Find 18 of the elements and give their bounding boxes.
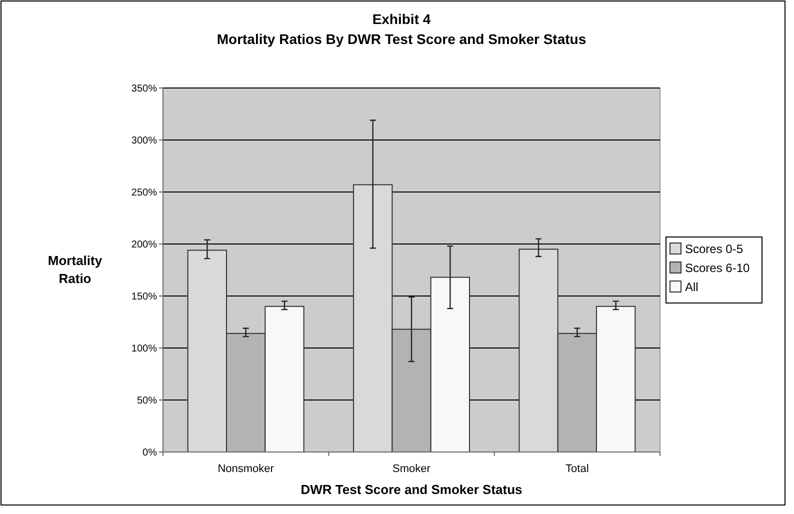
y-axis-title: Mortality Ratio (48, 253, 103, 286)
chart-subtitle: Mortality Ratios By DWR Test Score and Smoker Status (216, 31, 586, 47)
legend-label: All (685, 280, 698, 294)
legend-label: Scores 0-5 (685, 242, 744, 256)
y-tick-label: 150% (131, 292, 158, 302)
y-tick-label: 200% (131, 240, 158, 250)
legend-label: Scores 6-10 (685, 261, 750, 276)
x-tick-label: Nonsmoker (218, 463, 274, 475)
y-tick-label: 50% (136, 396, 158, 406)
y-tick-label: 250% (131, 188, 158, 198)
x-axis-title: DWR Test Score and Smoker Status (300, 482, 522, 497)
y-tick-label: 0% (142, 448, 158, 458)
x-tick-label: Total (566, 463, 589, 475)
y-tick-label: 350% (131, 84, 158, 94)
y-tick-label: 100% (131, 344, 158, 354)
y-tick-label: 300% (131, 136, 158, 146)
x-tick-label: Smoker (392, 463, 431, 475)
chart-title: Exhibit 4 (372, 11, 431, 27)
